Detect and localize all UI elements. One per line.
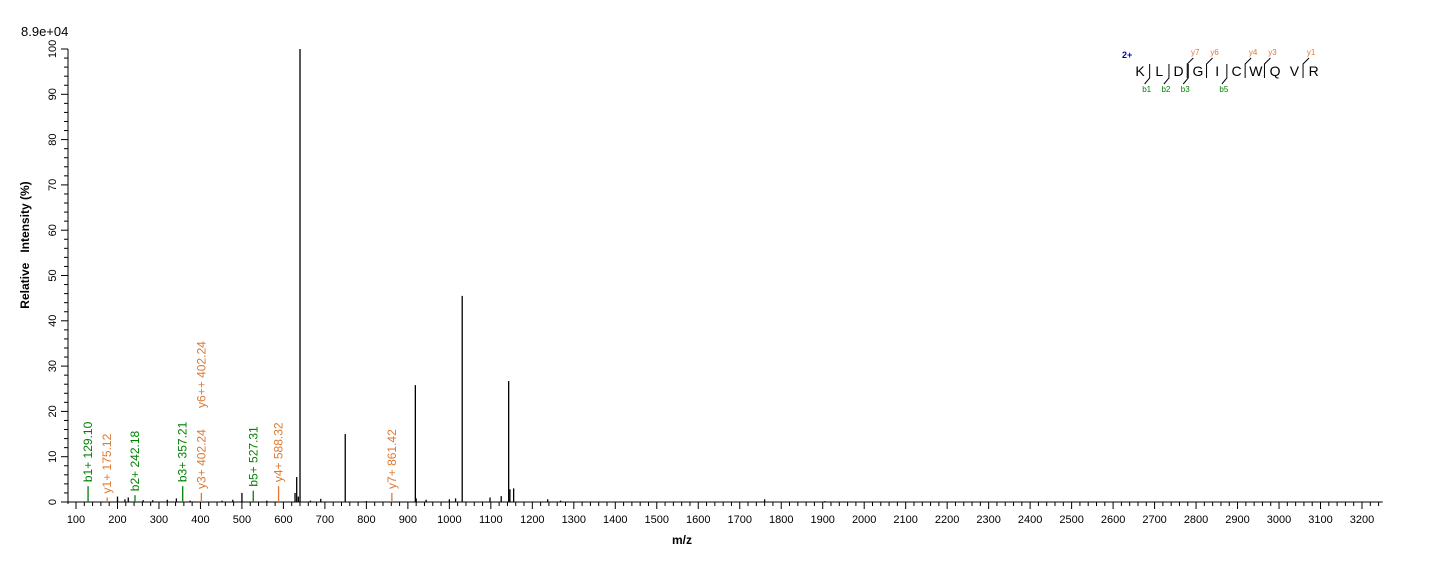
y-ion-label: y4 (1249, 48, 1258, 57)
peak-label: b3+ 357.21 (176, 421, 190, 482)
b-ion-label: b2 (1161, 85, 1170, 94)
b-ion-marker (1163, 64, 1170, 85)
y-ion-marker (1244, 57, 1252, 78)
x-tick-label: 1800 (769, 514, 793, 526)
peak-label: b2+ 242.18 (128, 430, 142, 491)
x-tick-label: 2800 (1184, 514, 1208, 526)
y-ion-label: y3 (1268, 48, 1277, 57)
x-tick-label: 2900 (1225, 514, 1249, 526)
intensity-scale-label: 8.9e+04 (21, 24, 69, 39)
x-tick-label: 1200 (520, 514, 544, 526)
b-ion-label: b3 (1181, 85, 1190, 94)
x-axis-title: m/z (672, 533, 693, 547)
y-ion-marker (1302, 57, 1310, 78)
y-tick-label: 100 (47, 40, 59, 58)
x-tick-label: 1600 (686, 514, 710, 526)
y-tick-label: 80 (47, 133, 59, 145)
residue: W (1249, 63, 1263, 79)
peak-label: y3+ 402.24 (194, 429, 208, 489)
x-tick-label: 500 (233, 514, 251, 526)
y-tick-label: 10 (47, 451, 59, 463)
y-tick-label: 40 (47, 315, 59, 327)
x-tick-label: 800 (357, 514, 375, 526)
x-tick-label: 1400 (603, 514, 627, 526)
x-tick-label: 2600 (1101, 514, 1125, 526)
peak-label: b1+ 129.10 (81, 421, 95, 482)
y-tick-label: 70 (47, 179, 59, 191)
x-tick-label: 700 (316, 514, 334, 526)
x-tick-label: 2700 (1142, 514, 1166, 526)
b-ion-label: b1 (1142, 85, 1151, 94)
x-tick-label: 1300 (562, 514, 586, 526)
x-tick-label: 2500 (1059, 514, 1083, 526)
x-tick-label: 1000 (437, 514, 461, 526)
y-ion-marker (1263, 57, 1271, 78)
b-ion-marker (1221, 64, 1228, 85)
y-ion-label: y7 (1191, 48, 1200, 57)
x-tick-label: 1500 (645, 514, 669, 526)
x-tick-label: 2300 (976, 514, 1000, 526)
x-tick-label: 2100 (893, 514, 917, 526)
residue: K (1135, 63, 1145, 79)
residue: Q (1270, 63, 1281, 79)
residue: C (1231, 63, 1241, 79)
residue: R (1309, 63, 1319, 79)
peak-label: y7+ 861.42 (385, 429, 399, 489)
x-tick-label: 1100 (479, 514, 503, 526)
x-tick-label: 3000 (1267, 514, 1291, 526)
y-tick-label: 90 (47, 88, 59, 100)
y-tick-label: 0 (47, 499, 59, 505)
y-ion-marker (1186, 57, 1194, 78)
peak-label: y4+ 588.32 (272, 422, 286, 482)
x-tick-label: 900 (399, 514, 417, 526)
residue: D (1174, 63, 1184, 79)
y-tick-label: 50 (47, 269, 59, 281)
x-tick-label: 600 (274, 514, 292, 526)
b-ion-marker (1182, 64, 1189, 85)
x-tick-label: 2000 (852, 514, 876, 526)
peak-label: b5+ 527.31 (246, 426, 260, 487)
residue: I (1215, 63, 1219, 79)
x-tick-label: 400 (191, 514, 209, 526)
charge-state: 2+ (1122, 50, 1132, 60)
x-tick-label: 2400 (1018, 514, 1042, 526)
y-tick-label: 60 (47, 224, 59, 236)
y-tick-label: 30 (47, 360, 59, 372)
peak-label: y1+ 175.12 (100, 433, 114, 493)
x-tick-label: 2200 (935, 514, 959, 526)
b-ion-label: b5 (1219, 85, 1228, 94)
x-tick-label: 100 (67, 514, 85, 526)
residue: V (1290, 63, 1300, 79)
x-tick-label: 200 (108, 514, 126, 526)
x-tick-label: 1900 (810, 514, 834, 526)
y-ion-marker (1206, 57, 1213, 78)
y-ion-label: y1 (1307, 48, 1316, 57)
b-ion-marker (1144, 64, 1151, 85)
x-tick-label: 3200 (1350, 514, 1374, 526)
x-tick-label: 3100 (1308, 514, 1332, 526)
residue: G (1192, 63, 1203, 79)
y-ion-label: y6 (1210, 48, 1219, 57)
peak-label: y6++ 402.24 (194, 341, 208, 408)
x-tick-label: 300 (150, 514, 168, 526)
y-tick-label: 20 (47, 405, 59, 417)
residue: L (1155, 63, 1163, 79)
x-tick-label: 1700 (727, 514, 751, 526)
